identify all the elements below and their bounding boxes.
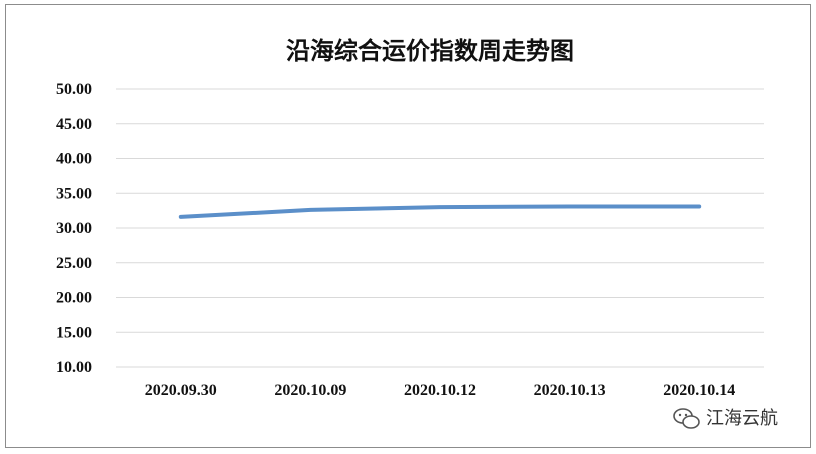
y-tick-label: 30.00 [56, 220, 92, 237]
x-tick-label: 2020.09.30 [145, 382, 217, 399]
y-axis: 10.00 15.00 20.00 25.00 30.00 35.00 40.00 45.00… [56, 81, 92, 376]
y-tick-label: 40.00 [56, 151, 92, 168]
series-line-0 [178, 204, 702, 219]
y-tick-label: 35.00 [56, 185, 92, 202]
watermark: 江海云航 [673, 408, 778, 429]
y-tick-label: 50.00 [56, 81, 92, 98]
chart-frame [5, 4, 811, 448]
y-tick-label: 15.00 [56, 324, 92, 341]
x-tick-label: 2020.10.09 [274, 382, 346, 399]
grid-lines [116, 88, 764, 368]
y-tick-label: 25.00 [56, 255, 92, 272]
x-tick-label: 2020.10.13 [534, 382, 606, 399]
series-layer [178, 204, 702, 219]
x-tick-label: 2020.10.14 [663, 382, 735, 399]
y-tick-label: 20.00 [56, 290, 92, 307]
x-tick-label: 2020.10.12 [404, 382, 476, 399]
wechat-icon [673, 408, 700, 429]
y-tick-label: 10.00 [56, 359, 92, 376]
chart-title: 沿海综合运价指数周走势图 [286, 36, 574, 65]
watermark-text: 江海云航 [706, 408, 778, 429]
y-tick-label: 45.00 [56, 116, 92, 133]
x-axis: 2020.09.30 2020.10.09 2020.10.12 2020.10.13… [145, 382, 735, 399]
